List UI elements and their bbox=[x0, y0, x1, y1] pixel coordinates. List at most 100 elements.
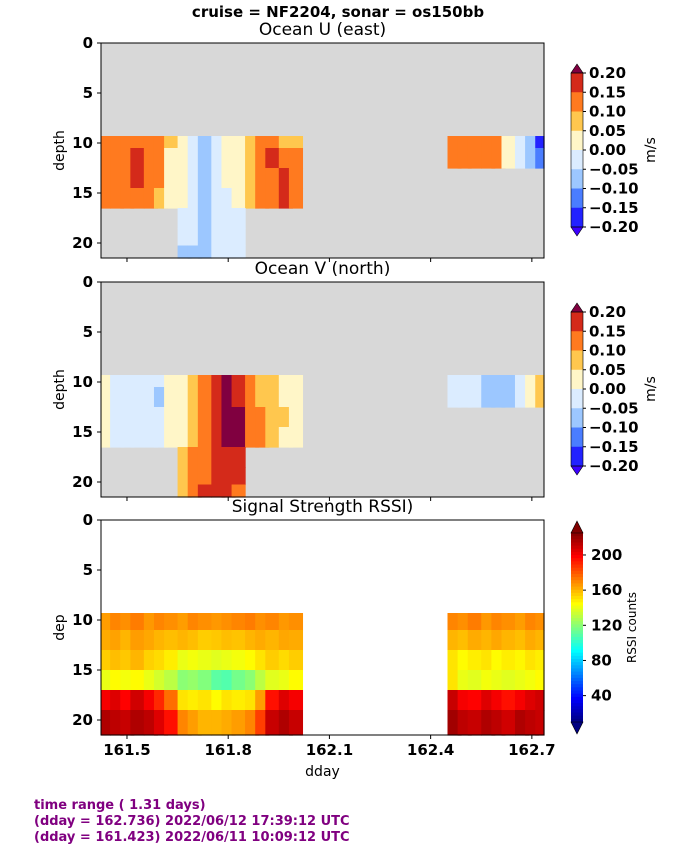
colorbar-tick-label: −0.20 bbox=[589, 457, 639, 475]
heatmap-cell bbox=[164, 690, 179, 711]
colorbar-tick-label: 0.05 bbox=[589, 361, 626, 379]
colorbar-segment bbox=[571, 583, 583, 588]
colorbar-extend-bottom bbox=[570, 465, 584, 476]
colorbar-segment bbox=[571, 681, 583, 685]
heatmap-cell bbox=[130, 375, 145, 388]
heatmap-cell bbox=[164, 670, 179, 691]
heatmap-cell bbox=[501, 710, 516, 736]
colorbar: 0.200.15 0.100.050.00−0.05 −0.10−0.15−0.20… bbox=[570, 63, 659, 237]
heatmap-cell bbox=[197, 467, 212, 486]
colorbar-tick-label: 200 bbox=[591, 546, 622, 564]
heatmap-cell bbox=[101, 375, 111, 388]
colorbar-segment bbox=[571, 548, 583, 553]
colorbar-segment bbox=[571, 331, 583, 351]
colorbar-segment bbox=[571, 624, 583, 628]
panels: Ocean U (east)05101520depth0.200.150.100… bbox=[52, 20, 659, 780]
colorbar-tick-label: 0.05 bbox=[589, 122, 626, 140]
colorbar-tick-label: −0.10 bbox=[589, 180, 639, 198]
y-tick-label: 15 bbox=[72, 423, 93, 441]
heatmap-cell bbox=[535, 710, 545, 736]
heatmap-cell bbox=[231, 407, 246, 428]
colorbar-segment bbox=[571, 596, 583, 600]
heatmap-cell bbox=[535, 387, 545, 408]
heatmap-cell bbox=[197, 710, 212, 736]
heatmap-cell bbox=[197, 690, 212, 711]
heatmap-cell bbox=[197, 148, 212, 169]
y-tick-label: 5 bbox=[83, 561, 93, 579]
heatmap-cell bbox=[130, 427, 145, 448]
heatmap-cell bbox=[501, 650, 516, 671]
colorbar-segment bbox=[571, 677, 583, 682]
time-range-footer: time range ( 1.31 days) (dday = 162.736)… bbox=[34, 798, 350, 846]
colorbar-segment bbox=[571, 561, 583, 565]
start-dday-line: (dday = 161.423) 2022/06/11 10:09:12 UTC bbox=[34, 830, 350, 845]
heatmap-cell bbox=[467, 670, 482, 691]
axes-frame bbox=[100, 519, 545, 736]
axes-frame bbox=[100, 42, 545, 259]
heatmap-cell bbox=[288, 613, 304, 631]
colorbar-segment bbox=[571, 690, 583, 695]
heatmap-cell bbox=[501, 148, 516, 169]
colorbar-tick-label: 160 bbox=[591, 581, 622, 599]
heatmap-cell bbox=[288, 168, 304, 189]
colorbar-segment bbox=[571, 618, 583, 622]
heatmap-cell bbox=[197, 228, 212, 247]
colorbar-segment bbox=[571, 539, 583, 543]
heatmap-cell bbox=[535, 375, 545, 388]
x-tick-label: 161.8 bbox=[204, 741, 251, 759]
colorbar-segment bbox=[571, 169, 583, 189]
heatmap-cell bbox=[130, 630, 145, 651]
colorbar-segment bbox=[571, 699, 583, 704]
heatmap-cell bbox=[197, 168, 212, 189]
y-axis-label: depth bbox=[52, 369, 68, 410]
colorbar-tick-label: 0.20 bbox=[589, 303, 626, 321]
heatmap-cell bbox=[197, 136, 212, 149]
heatmap-cell bbox=[265, 670, 280, 691]
x-tick-label: 162.1 bbox=[306, 741, 353, 759]
heatmap-cell bbox=[467, 650, 482, 671]
colorbar-segment bbox=[571, 693, 583, 698]
heatmap-cell bbox=[130, 188, 145, 209]
heatmap-cell bbox=[197, 245, 212, 259]
heatmap-cell bbox=[535, 690, 545, 711]
heatmap-cell bbox=[101, 427, 111, 448]
heatmap-cell bbox=[231, 208, 246, 229]
colorbar-segment bbox=[571, 312, 583, 332]
colorbar-segment bbox=[571, 599, 583, 603]
heatmap-cell bbox=[130, 387, 145, 408]
heatmap-cell bbox=[197, 447, 212, 468]
heatmap-cell bbox=[501, 387, 516, 408]
heatmap-cell bbox=[164, 168, 179, 189]
heatmap-cell bbox=[101, 710, 111, 736]
heatmap-cell bbox=[231, 670, 246, 691]
heatmap-cell bbox=[231, 136, 246, 149]
time-range-line: time range ( 1.31 days) bbox=[34, 798, 206, 813]
colorbar: 0.200.15 0.100.050.00−0.05 −0.10−0.15−0.20… bbox=[570, 302, 659, 476]
y-tick-label: 0 bbox=[83, 34, 93, 52]
colorbar-tick-label: 0.10 bbox=[589, 103, 626, 121]
heatmap-cell bbox=[197, 375, 212, 388]
heatmap-cell bbox=[535, 670, 545, 691]
heatmap-cell bbox=[288, 650, 304, 671]
colorbar-segment bbox=[571, 630, 583, 635]
colorbar-segment bbox=[571, 551, 583, 556]
heatmap-cell bbox=[501, 375, 516, 388]
heatmap-cell bbox=[265, 407, 280, 428]
heatmap-cell bbox=[101, 690, 111, 711]
heatmap-cell bbox=[535, 148, 545, 169]
heatmap-cell bbox=[130, 407, 145, 428]
heatmap-cell bbox=[288, 407, 304, 428]
heatmap-cell bbox=[467, 148, 482, 169]
colorbar-segment bbox=[571, 555, 583, 559]
y-tick-label: 5 bbox=[83, 323, 93, 341]
y-tick-label: 10 bbox=[72, 373, 93, 391]
heatmap-cell bbox=[130, 670, 145, 691]
colorbar-tick-label: −0.20 bbox=[589, 218, 639, 236]
heatmap-cell bbox=[265, 148, 280, 169]
colorbar-label: m/s bbox=[643, 137, 659, 163]
colorbar-segment bbox=[571, 709, 583, 714]
heatmap-cell bbox=[265, 375, 280, 388]
heatmap-cell bbox=[130, 148, 145, 169]
colorbar-segment bbox=[571, 570, 583, 575]
